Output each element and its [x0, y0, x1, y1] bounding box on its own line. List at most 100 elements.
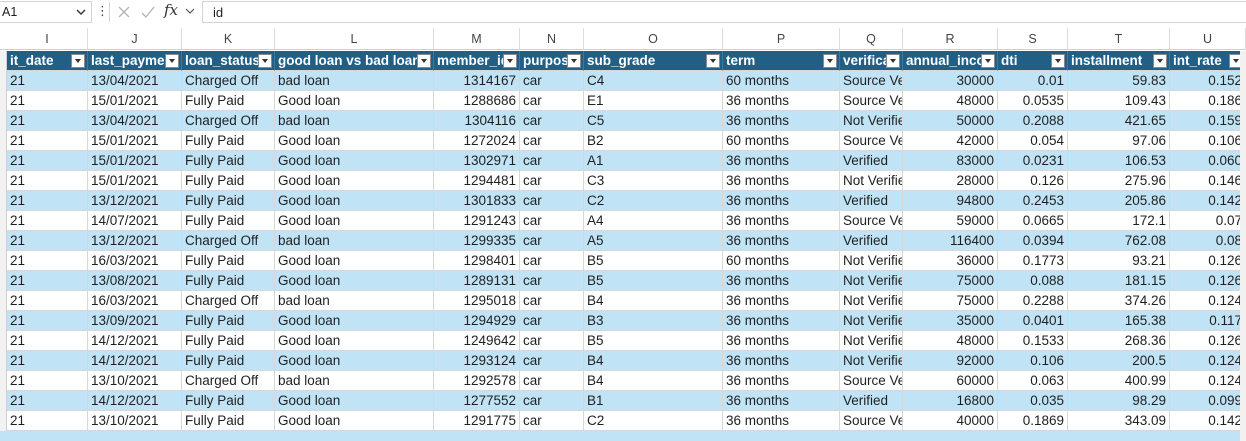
table-cell[interactable]: Not Verifie — [840, 331, 903, 351]
table-cell[interactable]: Fully Paid — [182, 271, 275, 291]
table-cell[interactable]: 13/12/2021 — [88, 231, 182, 251]
table-cell[interactable]: bad loan — [275, 371, 434, 391]
table-cell[interactable]: Fully Paid — [182, 91, 275, 111]
row-number[interactable] — [0, 251, 7, 271]
table-cell[interactable]: Good loan — [275, 171, 434, 191]
filter-dropdown-icon[interactable] — [567, 54, 581, 68]
table-cell[interactable]: Not Verifie — [840, 271, 903, 291]
table-cell[interactable]: 172.1 — [1068, 211, 1170, 231]
table-cell[interactable]: Fully Paid — [182, 331, 275, 351]
table-cell[interactable]: 1249642 — [434, 331, 520, 351]
filter-dropdown-icon[interactable] — [1051, 54, 1065, 68]
table-cell[interactable]: Fully Paid — [182, 171, 275, 191]
table-cell[interactable]: 21 — [7, 311, 88, 331]
table-cell[interactable]: Fully Paid — [182, 251, 275, 271]
table-cell[interactable]: car — [520, 411, 584, 431]
table-cell[interactable]: car — [520, 91, 584, 111]
table-cell[interactable]: 36 months — [723, 91, 840, 111]
row-number[interactable] — [0, 231, 7, 251]
table-cell[interactable]: Good loan — [275, 211, 434, 231]
table-cell[interactable]: 0.0394 — [998, 231, 1068, 251]
table-cell[interactable]: 83000 — [903, 151, 998, 171]
table-cell[interactable]: 21 — [7, 251, 88, 271]
column-letter-o[interactable]: O — [584, 28, 723, 50]
table-cell[interactable]: 0.1533 — [998, 331, 1068, 351]
table-cell[interactable]: B4 — [584, 351, 723, 371]
table-cell[interactable]: 0.01 — [998, 71, 1068, 91]
formula-input[interactable]: id — [202, 1, 1246, 23]
table-cell[interactable]: C2 — [584, 411, 723, 431]
table-cell[interactable]: 1291775 — [434, 411, 520, 431]
table-cell[interactable]: 36 months — [723, 111, 840, 131]
table-cell[interactable]: 15/01/2021 — [88, 171, 182, 191]
table-cell[interactable]: Good loan — [275, 351, 434, 371]
row-number[interactable] — [0, 271, 7, 291]
table-cell[interactable]: Good loan — [275, 251, 434, 271]
table-cell[interactable]: car — [520, 211, 584, 231]
table-cell[interactable]: A5 — [584, 231, 723, 251]
table-cell[interactable]: Good loan — [275, 151, 434, 171]
table-cell[interactable]: Not Verifie — [840, 351, 903, 371]
table-cell[interactable]: 75000 — [903, 291, 998, 311]
table-cell[interactable]: 21 — [7, 151, 88, 171]
table-cell[interactable]: 181.15 — [1068, 271, 1170, 291]
chevron-down-icon[interactable] — [185, 6, 195, 16]
table-cell[interactable]: car — [520, 391, 584, 411]
table-cell[interactable]: 16/03/2021 — [88, 291, 182, 311]
table-cell[interactable]: B3 — [584, 311, 723, 331]
table-cell[interactable]: 0.1869 — [998, 411, 1068, 431]
table-cell[interactable]: 0.106 — [998, 351, 1068, 371]
row-number[interactable] — [0, 291, 7, 311]
table-cell[interactable]: car — [520, 231, 584, 251]
table-cell[interactable]: bad loan — [275, 111, 434, 131]
table-cell[interactable]: 268.36 — [1068, 331, 1170, 351]
row-number[interactable] — [0, 411, 7, 431]
vertical-scrollbar[interactable] — [1240, 51, 1246, 441]
table-cell[interactable]: 1294929 — [434, 311, 520, 331]
table-cell[interactable]: Charged Off — [182, 111, 275, 131]
table-cell[interactable]: C3 — [584, 171, 723, 191]
table-cell[interactable]: Good loan — [275, 191, 434, 211]
table-cell[interactable]: car — [520, 171, 584, 191]
table-cell[interactable]: 13/12/2021 — [88, 191, 182, 211]
table-cell[interactable]: 343.09 — [1068, 411, 1170, 431]
table-cell[interactable]: 97.06 — [1068, 131, 1170, 151]
table-cell[interactable]: 0.063 — [998, 371, 1068, 391]
column-letter-q[interactable]: Q — [840, 28, 903, 50]
table-cell[interactable]: 275.96 — [1068, 171, 1170, 191]
table-cell[interactable]: 13/10/2021 — [88, 411, 182, 431]
table-cell[interactable]: car — [520, 271, 584, 291]
column-header-10[interactable]: dti — [998, 51, 1068, 71]
table-cell[interactable]: 36 months — [723, 271, 840, 291]
table-cell[interactable]: 36000 — [903, 251, 998, 271]
table-cell[interactable]: Not Verifie — [840, 111, 903, 131]
table-cell[interactable]: Not Verifie — [840, 171, 903, 191]
column-header-9[interactable]: annual_inco — [903, 51, 998, 71]
table-cell[interactable]: Fully Paid — [182, 151, 275, 171]
table-cell[interactable]: 1272024 — [434, 131, 520, 151]
table-cell[interactable]: 0.126 — [1170, 251, 1246, 271]
table-cell[interactable]: 21 — [7, 211, 88, 231]
table-cell[interactable]: C2 — [584, 191, 723, 211]
table-cell[interactable]: 1298401 — [434, 251, 520, 271]
column-header-0[interactable]: it_date — [7, 51, 88, 71]
table-cell[interactable]: car — [520, 191, 584, 211]
table-cell[interactable]: car — [520, 251, 584, 271]
table-cell[interactable]: Not Verifie — [840, 251, 903, 271]
table-cell[interactable]: 36 months — [723, 391, 840, 411]
table-cell[interactable]: 374.26 — [1068, 291, 1170, 311]
column-header-7[interactable]: term — [723, 51, 840, 71]
row-number[interactable] — [0, 351, 7, 371]
table-cell[interactable]: Good loan — [275, 91, 434, 111]
function-icon[interactable]: fx — [164, 1, 179, 19]
column-letter-l[interactable]: L — [275, 28, 434, 50]
table-cell[interactable]: 116400 — [903, 231, 998, 251]
table-cell[interactable]: Verified — [840, 391, 903, 411]
table-cell[interactable]: Fully Paid — [182, 391, 275, 411]
table-cell[interactable]: 14/12/2021 — [88, 391, 182, 411]
row-number[interactable] — [0, 151, 7, 171]
table-cell[interactable]: 21 — [7, 131, 88, 151]
table-cell[interactable]: 40000 — [903, 411, 998, 431]
table-cell[interactable]: Fully Paid — [182, 131, 275, 151]
table-cell[interactable]: 0.1773 — [998, 251, 1068, 271]
